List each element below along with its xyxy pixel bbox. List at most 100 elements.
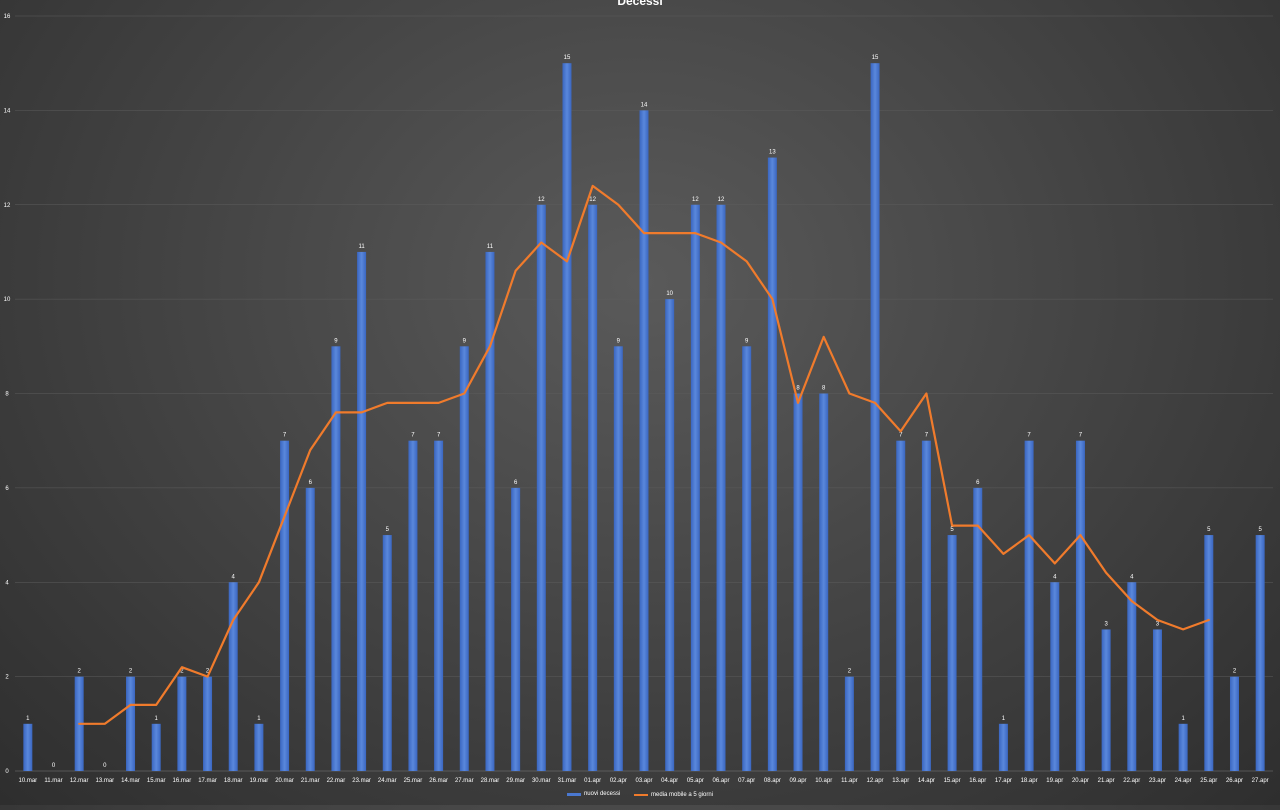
bar	[844, 676, 854, 771]
x-tick-label: 02.apr	[610, 778, 627, 784]
data-label: 4	[1053, 574, 1057, 580]
x-tick-label: 14.mar	[121, 778, 140, 784]
x-tick-label: 23.apr	[1149, 778, 1166, 784]
bar	[1024, 440, 1034, 771]
bar	[254, 723, 264, 771]
y-tick-label: 6	[5, 486, 9, 492]
bar	[819, 393, 829, 771]
chart-legend: nuovi decessi media mobile a 5 giorni	[0, 791, 1280, 798]
data-label: 3	[1104, 621, 1108, 627]
x-tick-label: 19.apr	[1046, 778, 1063, 784]
bar	[639, 110, 649, 771]
y-tick-label: 10	[4, 297, 11, 303]
bar	[947, 535, 957, 771]
data-label: 15	[872, 55, 879, 61]
x-tick-label: 03.apr	[635, 778, 652, 784]
data-label: 3	[1156, 621, 1160, 627]
data-label: 14	[641, 102, 648, 108]
bar	[1255, 535, 1265, 771]
data-label: 12	[692, 197, 699, 203]
x-tick-label: 10.mar	[18, 778, 37, 784]
bar	[228, 582, 238, 771]
data-label: 1	[1002, 716, 1006, 722]
data-label: 4	[1130, 574, 1134, 580]
bar	[870, 63, 880, 771]
data-label: 6	[514, 480, 518, 486]
bar	[151, 723, 161, 771]
data-label: 9	[617, 338, 621, 344]
x-tick-label: 28.mar	[481, 778, 500, 784]
x-tick-label: 29.mar	[506, 778, 525, 784]
x-tick-label: 24.apr	[1175, 778, 1192, 784]
bar	[485, 251, 495, 771]
x-tick-label: 27.mar	[455, 778, 474, 784]
data-label: 1	[1181, 716, 1185, 722]
x-tick-label: 15.mar	[147, 778, 166, 784]
bar	[998, 723, 1008, 771]
data-label: 5	[950, 527, 954, 533]
x-tick-label: 22.apr	[1123, 778, 1140, 784]
bar	[23, 723, 33, 771]
legend-item-bars: nuovi decessi	[566, 791, 620, 797]
data-label: 5	[386, 527, 390, 533]
y-tick-label: 2	[5, 675, 9, 681]
x-tick-label: 22.mar	[327, 778, 346, 784]
data-label: 7	[283, 433, 287, 439]
x-tick-label: 21.mar	[301, 778, 320, 784]
bar	[921, 440, 931, 771]
x-tick-label: 25.mar	[404, 778, 423, 784]
legend-swatch-bars	[566, 792, 581, 796]
bar	[767, 157, 777, 771]
bar	[280, 440, 290, 771]
data-label: 11	[487, 244, 494, 250]
bar	[742, 346, 752, 771]
data-label: 5	[1207, 527, 1211, 533]
y-tick-label: 4	[5, 580, 9, 586]
x-tick-label: 17.apr	[995, 778, 1012, 784]
data-label: 6	[976, 480, 980, 486]
data-label: 15	[564, 55, 571, 61]
bar	[1101, 629, 1111, 771]
legend-swatch-line	[633, 793, 648, 796]
x-tick-label: 05.apr	[687, 778, 704, 784]
x-tick-label: 09.apr	[790, 778, 807, 784]
y-tick-label: 0	[5, 769, 9, 775]
data-label: 7	[1027, 433, 1031, 439]
x-tick-label: 20.mar	[275, 778, 294, 784]
data-label: 2	[1233, 669, 1237, 675]
bar	[896, 440, 906, 771]
x-tick-label: 16.apr	[969, 778, 986, 784]
bar	[511, 487, 521, 771]
x-tick-label: 19.mar	[250, 778, 269, 784]
data-label: 6	[309, 480, 313, 486]
bar	[690, 204, 700, 771]
x-tick-label: 17.mar	[198, 778, 217, 784]
series-line-media-mobile	[78, 184, 1210, 725]
data-label: 8	[796, 386, 800, 392]
bar	[1075, 440, 1085, 771]
bar	[408, 440, 418, 771]
data-label: 5	[1258, 527, 1262, 533]
y-tick-label: 12	[4, 203, 11, 209]
x-tick-label: 12.apr	[867, 778, 884, 784]
legend-label-line: media mobile a 5 giorni	[650, 791, 714, 798]
data-label: 12	[589, 197, 596, 203]
x-tick-label: 26.mar	[429, 778, 448, 784]
bar	[716, 204, 726, 771]
data-label: 2	[848, 669, 852, 675]
x-tick-label: 20.apr	[1072, 778, 1089, 784]
bar	[793, 393, 803, 771]
data-label: 4	[232, 574, 236, 580]
data-label: 11	[358, 244, 365, 250]
x-tick-label: 13.apr	[892, 778, 909, 784]
x-tick-label: 11.mar	[44, 778, 62, 784]
x-tick-label: 14.apr	[918, 778, 935, 784]
x-tick-label: 15.apr	[944, 778, 961, 784]
bar	[1050, 582, 1060, 771]
data-label: 2	[129, 669, 133, 675]
x-tick-label: 18.mar	[224, 778, 243, 784]
bar	[459, 346, 469, 771]
data-label: 7	[437, 433, 441, 439]
data-label: 0	[52, 763, 56, 769]
